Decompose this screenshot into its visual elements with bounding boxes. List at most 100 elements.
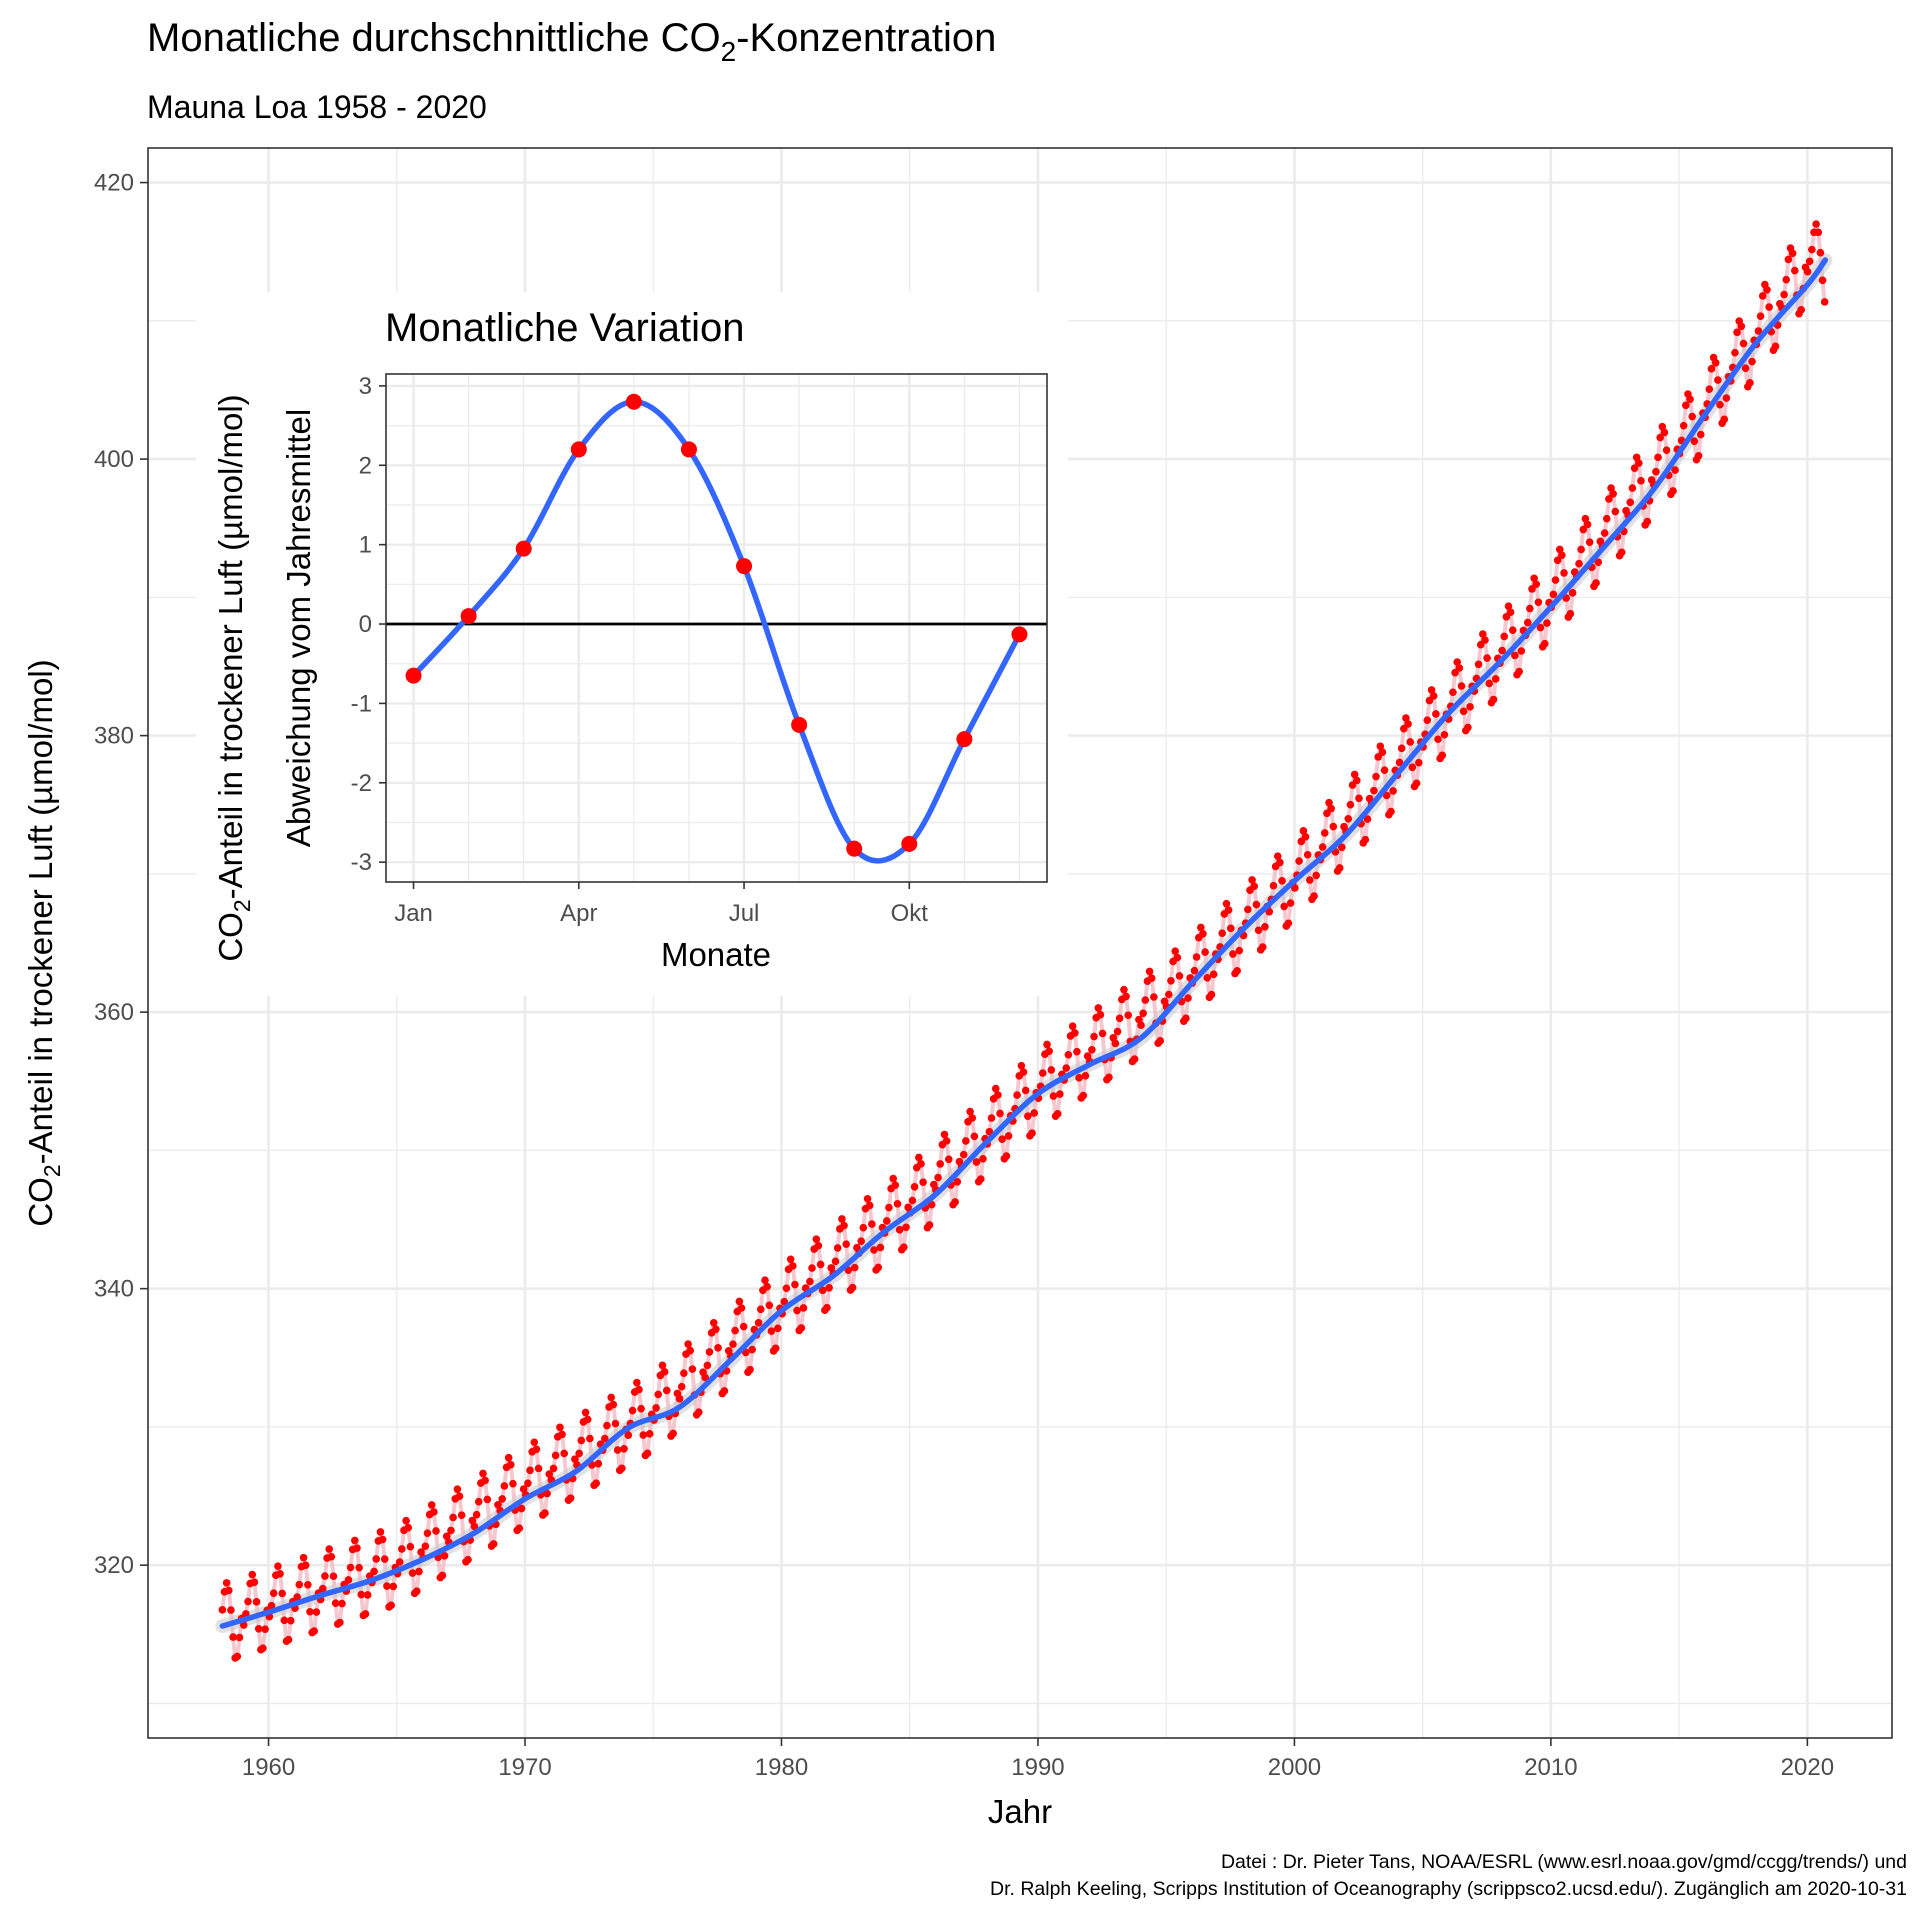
monthly-point	[735, 1297, 744, 1306]
monthly-point	[1192, 953, 1201, 961]
monthly-point	[1327, 804, 1335, 813]
monthly-point	[789, 1262, 797, 1270]
inset-y-tick-label: -1	[351, 690, 372, 717]
monthly-point	[1182, 1014, 1190, 1023]
monthly-point	[1765, 303, 1773, 311]
monthly-point	[517, 1504, 526, 1513]
monthly-point	[1722, 394, 1731, 402]
inset-month-point	[515, 540, 532, 557]
monthly-point	[825, 1284, 833, 1292]
monthly-point	[919, 1178, 927, 1187]
monthly-point	[372, 1555, 381, 1563]
monthly-point	[1780, 290, 1788, 299]
monthly-point	[620, 1444, 628, 1453]
monthly-point	[594, 1459, 603, 1468]
monthly-point	[1269, 881, 1278, 890]
monthly-point	[1432, 710, 1440, 718]
monthly-point	[276, 1569, 284, 1578]
monthly-point	[694, 1408, 703, 1416]
monthly-point	[1560, 569, 1568, 577]
monthly-point	[1754, 327, 1763, 335]
monthly-point	[662, 1386, 671, 1395]
inset-y-axis-title: CO2-Anteil in trockener Luft (µmol/mol)	[212, 394, 255, 961]
monthly-point	[1504, 602, 1513, 610]
monthly-point	[1763, 286, 1771, 294]
monthly-point	[571, 1455, 579, 1463]
monthly-point	[1406, 738, 1415, 746]
monthly-point	[1222, 899, 1231, 908]
monthly-point	[1820, 298, 1829, 306]
monthly-point	[1346, 800, 1355, 809]
monthly-point	[404, 1523, 413, 1532]
monthly-point	[284, 1635, 293, 1644]
monthly-point	[1002, 1152, 1011, 1160]
monthly-point	[1541, 639, 1549, 648]
monthly-point	[910, 1183, 919, 1191]
monthly-point	[709, 1318, 718, 1327]
monthly-point	[603, 1421, 611, 1430]
monthly-point	[1301, 832, 1310, 841]
y-tick-label: 420	[94, 170, 134, 197]
monthly-point	[816, 1260, 825, 1269]
monthly-point	[1515, 667, 1523, 676]
monthly-point	[1404, 720, 1412, 728]
monthly-point	[633, 1378, 641, 1387]
monthly-point	[889, 1174, 898, 1183]
monthly-point	[1746, 379, 1754, 387]
monthly-point	[1286, 899, 1295, 907]
monthly-point	[1705, 385, 1714, 393]
monthly-point	[380, 1555, 389, 1563]
monthly-point	[1555, 545, 1564, 554]
monthly-point	[1628, 484, 1637, 492]
monthly-point	[1758, 292, 1767, 300]
monthly-point	[1094, 1004, 1103, 1012]
monthly-point	[660, 1368, 669, 1376]
monthly-point	[1498, 646, 1506, 655]
monthly-point	[1062, 1064, 1071, 1072]
monthly-point	[1248, 876, 1256, 884]
monthly-point	[1310, 892, 1318, 900]
monthly-point	[1427, 686, 1436, 694]
monthly-point	[1453, 658, 1462, 666]
monthly-point	[1273, 852, 1282, 860]
monthly-point	[1716, 400, 1724, 409]
monthly-point	[1229, 950, 1237, 958]
monthly-point	[438, 1571, 447, 1580]
monthly-point	[415, 1567, 423, 1576]
monthly-point	[318, 1584, 327, 1593]
monthly-point	[1397, 744, 1406, 753]
monthly-point	[447, 1526, 455, 1535]
monthly-point	[1756, 312, 1765, 321]
monthly-point	[1782, 275, 1791, 284]
monthly-point	[968, 1114, 977, 1122]
monthly-point	[1602, 514, 1611, 523]
monthly-point	[1585, 538, 1594, 547]
monthly-point	[857, 1237, 865, 1245]
monthly-point	[739, 1322, 748, 1331]
monthly-point	[474, 1497, 483, 1506]
monthly-point	[1071, 1029, 1079, 1037]
monthly-point	[526, 1466, 534, 1475]
monthly-point	[1387, 807, 1395, 816]
monthly-point	[729, 1340, 737, 1348]
monthly-point	[363, 1591, 372, 1599]
monthly-point	[472, 1510, 481, 1519]
monthly-point	[1479, 630, 1487, 638]
monthly-point	[908, 1196, 917, 1205]
monthly-point	[1741, 364, 1750, 372]
monthly-point	[613, 1446, 622, 1454]
monthly-point	[994, 1091, 1002, 1099]
monthly-point	[346, 1563, 355, 1572]
monthly-point	[859, 1223, 868, 1232]
monthly-point	[1207, 990, 1216, 999]
inset-x-tick-label: Jan	[394, 900, 433, 927]
monthly-point	[1605, 495, 1613, 503]
monthly-point	[1096, 1010, 1105, 1019]
monthly-point	[1688, 412, 1697, 421]
monthly-point	[1530, 574, 1538, 583]
monthly-point	[996, 1109, 1004, 1118]
monthly-point	[927, 1200, 936, 1209]
monthly-point	[799, 1304, 808, 1312]
monthly-point	[1508, 626, 1517, 634]
monthly-point	[1004, 1132, 1013, 1140]
